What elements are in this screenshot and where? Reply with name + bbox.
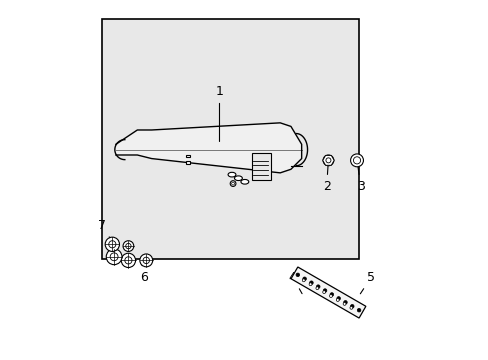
Text: 2: 2 (322, 162, 330, 193)
Circle shape (322, 291, 325, 293)
Circle shape (329, 293, 333, 296)
Circle shape (343, 302, 346, 305)
Ellipse shape (241, 180, 248, 184)
Circle shape (106, 249, 122, 265)
Polygon shape (322, 156, 333, 165)
Text: 3: 3 (356, 162, 364, 193)
Circle shape (105, 237, 119, 251)
Circle shape (357, 309, 360, 312)
Circle shape (140, 254, 152, 267)
Circle shape (350, 305, 353, 308)
Circle shape (308, 283, 311, 286)
Circle shape (123, 241, 134, 251)
Circle shape (329, 294, 332, 297)
Circle shape (309, 281, 313, 284)
Circle shape (325, 158, 330, 163)
Bar (102, 19, 358, 258)
Circle shape (316, 285, 319, 288)
Circle shape (353, 157, 360, 164)
Circle shape (295, 273, 299, 276)
Ellipse shape (227, 172, 235, 177)
Circle shape (315, 287, 318, 289)
Circle shape (349, 306, 352, 309)
Bar (185, 161, 189, 164)
Circle shape (350, 154, 363, 167)
Circle shape (343, 301, 346, 304)
Polygon shape (116, 123, 301, 173)
Bar (251, 153, 271, 180)
Circle shape (336, 298, 339, 301)
Circle shape (121, 253, 135, 267)
Circle shape (143, 257, 149, 264)
Circle shape (302, 277, 306, 280)
Circle shape (108, 241, 116, 248)
Circle shape (124, 257, 132, 264)
Circle shape (231, 182, 234, 185)
Circle shape (110, 253, 118, 261)
Text: 4: 4 (288, 271, 302, 294)
Ellipse shape (234, 176, 242, 180)
Text: 7: 7 (98, 219, 112, 242)
Circle shape (336, 297, 340, 300)
Circle shape (323, 155, 333, 166)
Circle shape (302, 279, 305, 282)
Circle shape (125, 243, 131, 249)
Text: 5: 5 (360, 271, 375, 294)
Text: 6: 6 (140, 262, 148, 284)
Bar (290, 267, 365, 318)
Bar (185, 155, 189, 157)
Circle shape (323, 289, 326, 292)
Text: 1: 1 (215, 85, 223, 141)
Circle shape (230, 181, 235, 186)
